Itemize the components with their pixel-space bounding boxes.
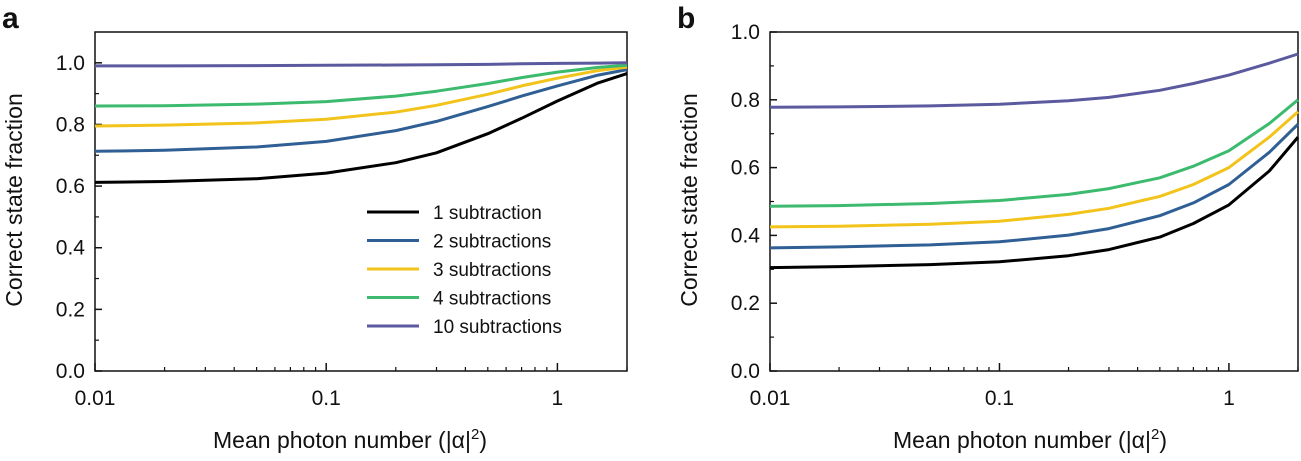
legend-label-1: 1 subtraction: [433, 203, 542, 224]
panel-a-plot-frame: [94, 31, 628, 372]
panel-a-series-line-5: [95, 61, 628, 68]
legend-label-5: 10 subtractions: [433, 317, 562, 338]
panel-b-y-tick-label: 0.6: [731, 157, 760, 180]
panel-b-series-line-5: [769, 52, 1299, 109]
panel-b-x-axis-label: Mean photon number (|α|2): [893, 426, 1167, 453]
panel-a-x-tick-label: 0.1: [312, 387, 341, 410]
panel-b-letter: b: [677, 2, 695, 35]
legend-label-4: 4 subtractions: [433, 289, 551, 310]
panel-b-y-tick-label: 0.0: [731, 360, 760, 383]
panel-b-y-axis-label: Correct state fraction: [676, 93, 702, 306]
legend-label-2: 2 subtractions: [433, 232, 551, 253]
panel-a-y-axis-label: Correct state fraction: [1, 93, 27, 306]
panel-b-x-tick-label: 0.01: [750, 387, 791, 410]
panel-b-y-tick-label: 0.2: [731, 292, 760, 315]
panel-a-y-tick-label: 0.0: [56, 360, 85, 383]
panel-a-y-tick-label: 0.8: [56, 113, 85, 136]
panel-a-series-line-4: [94, 63, 628, 108]
panel-a-series-line-3: [94, 65, 628, 128]
panel-a-y-tick-label: 1.0: [56, 52, 85, 75]
panel-a-series-line-1: [94, 72, 628, 184]
panel-a-x-tick-label: 0.01: [75, 387, 116, 410]
panel-a-y-tick-label: 0.6: [56, 175, 85, 198]
panel-b-series-line-1: [769, 136, 1300, 270]
legend-label-3: 3 subtractions: [433, 260, 551, 281]
panel-a-x-axis-label: Mean photon number (|α|2): [213, 426, 487, 453]
panel-b: b Correct state fraction Mean photon num…: [676, 2, 1300, 453]
panel-a-y-tick-label: 0.4: [56, 237, 86, 260]
panel-a-legend: 1 subtraction 2 subtractions 3 subtraction…: [367, 203, 562, 338]
panel-b-series-line-4: [769, 98, 1299, 208]
panel-a: a Correct state fraction Mean photon num…: [1, 2, 628, 453]
panel-a-series-line-2: [94, 68, 628, 153]
panel-b-x-tick-label: 1: [1223, 387, 1235, 410]
panel-b-y-tick-label: 0.4: [731, 224, 761, 247]
panel-b-series-line-2: [769, 123, 1300, 250]
panel-b-x-tick-label: 0.1: [985, 387, 1014, 410]
panel-a-x-tick-label: 1: [552, 387, 564, 410]
panel-b-y-tick-label: 1.0: [731, 21, 760, 44]
panel-b-plot-frame: [769, 31, 1299, 372]
panel-a-y-tick-label: 0.2: [56, 298, 85, 321]
panel-b-series-line-3: [769, 110, 1299, 229]
panel-b-y-tick-label: 0.8: [731, 89, 760, 112]
panel-a-letter: a: [2, 2, 19, 35]
